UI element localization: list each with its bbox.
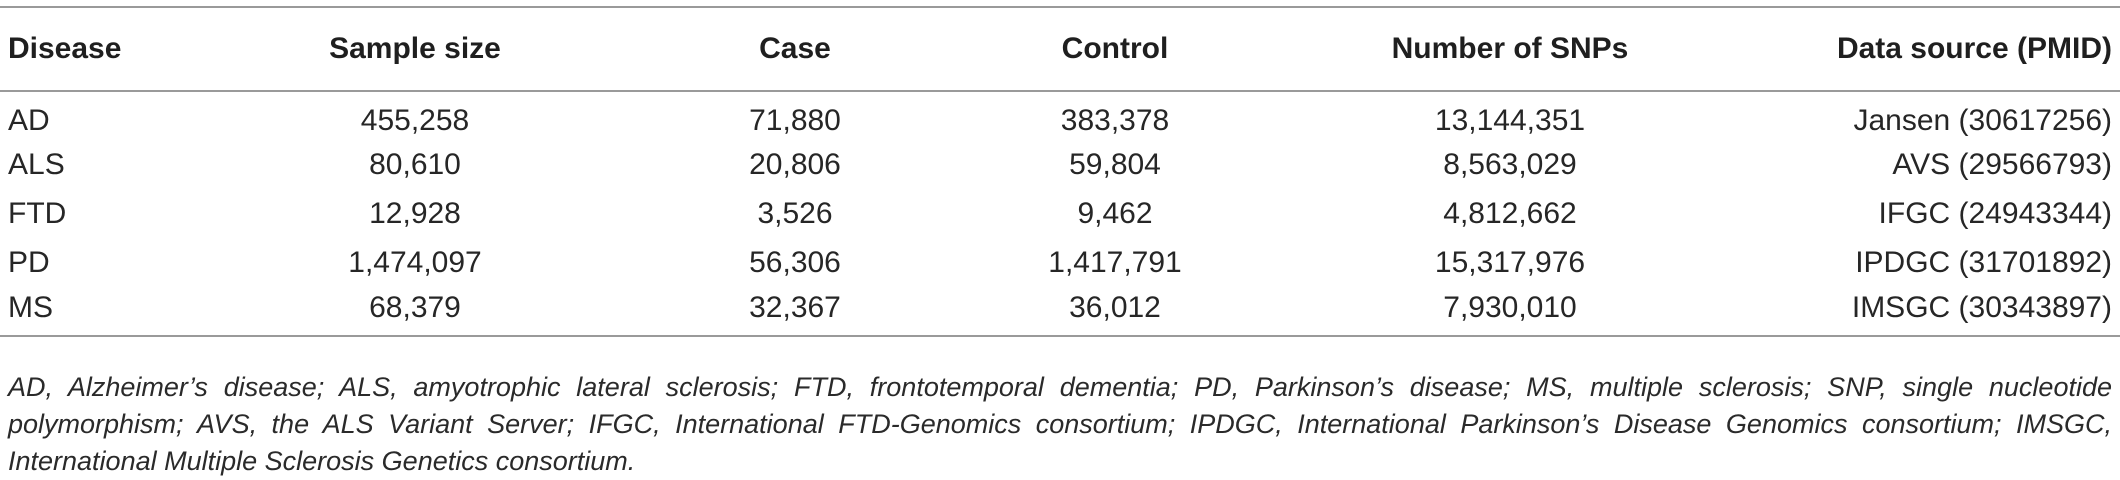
table-row: MS 68,379 32,367 36,012 7,930,010 IMSGC … (0, 287, 2120, 337)
table-body: AD 455,258 71,880 383,378 13,144,351 Jan… (0, 91, 2120, 337)
cell-number-of-snps: 4,812,662 (1443, 196, 1577, 230)
cell-case: 32,367 (640, 287, 950, 337)
cell-disease: PD (8, 245, 50, 279)
cell-disease: FTD (8, 196, 67, 230)
header-sample-size: Sample size (190, 6, 640, 92)
header-disease: Disease (0, 6, 190, 92)
gwas-summary-table: Disease Sample size Case Control Number … (0, 6, 2120, 337)
cell-sample-size: 68,379 (190, 287, 640, 337)
cell-data-source: Jansen (30617256) (1853, 104, 2112, 137)
cell-case: 56,306 (749, 245, 841, 279)
cell-number-of-snps: 15,317,976 (1434, 245, 1586, 279)
cell-number-of-snps: 13,144,351 (1434, 104, 1586, 137)
table-row: FTD 12,928 3,526 9,462 4,812,662 IFGC (2… (0, 189, 2120, 238)
header-row: Disease Sample size Case Control Number … (0, 6, 2120, 92)
cell-control: 383,378 (1060, 104, 1170, 137)
cell-sample-size: 12,928 (369, 196, 461, 230)
table-row: AD 455,258 71,880 383,378 13,144,351 Jan… (0, 91, 2120, 140)
header-data-source: Data source (PMID) (1740, 6, 2120, 92)
cell-case: 71,880 (749, 104, 841, 137)
cell-case: 3,526 (757, 196, 833, 230)
table-row: ALS 80,610 20,806 59,804 8,563,029 AVS (… (0, 140, 2120, 189)
table-row: PD 1,474,097 56,306 1,417,791 15,317,976… (0, 238, 2120, 287)
header-case: Case (640, 6, 950, 92)
cell-disease: ALS (8, 147, 65, 181)
document-page: Disease Sample size Case Control Number … (0, 6, 2120, 476)
cell-case: 20,806 (749, 147, 841, 181)
cell-control: 36,012 (950, 287, 1280, 337)
cell-sample-size: 455,258 (360, 104, 470, 137)
cell-control: 9,462 (1077, 196, 1153, 230)
cell-sample-size: 80,610 (369, 147, 461, 181)
cell-data-source: IFGC (24943344) (1878, 196, 2112, 230)
cell-control: 1,417,791 (1048, 245, 1182, 279)
cell-data-source: IPDGC (31701892) (1855, 245, 2112, 279)
cell-data-source: IMSGC (30343897) (1740, 287, 2120, 337)
cell-number-of-snps: 8,563,029 (1443, 147, 1577, 181)
cell-control: 59,804 (1069, 147, 1161, 181)
table-header: Disease Sample size Case Control Number … (0, 6, 2120, 92)
header-control: Control (950, 6, 1280, 92)
header-number-of-snps: Number of SNPs (1280, 6, 1740, 92)
table-footnote: AD, Alzheimer’s disease; ALS, amyotrophi… (8, 372, 2112, 476)
cell-disease: MS (0, 287, 190, 337)
cell-sample-size: 1,474,097 (348, 245, 482, 279)
cell-number-of-snps: 7,930,010 (1280, 287, 1740, 337)
cell-disease: AD (8, 104, 50, 137)
cell-data-source: AVS (29566793) (1892, 147, 2112, 181)
